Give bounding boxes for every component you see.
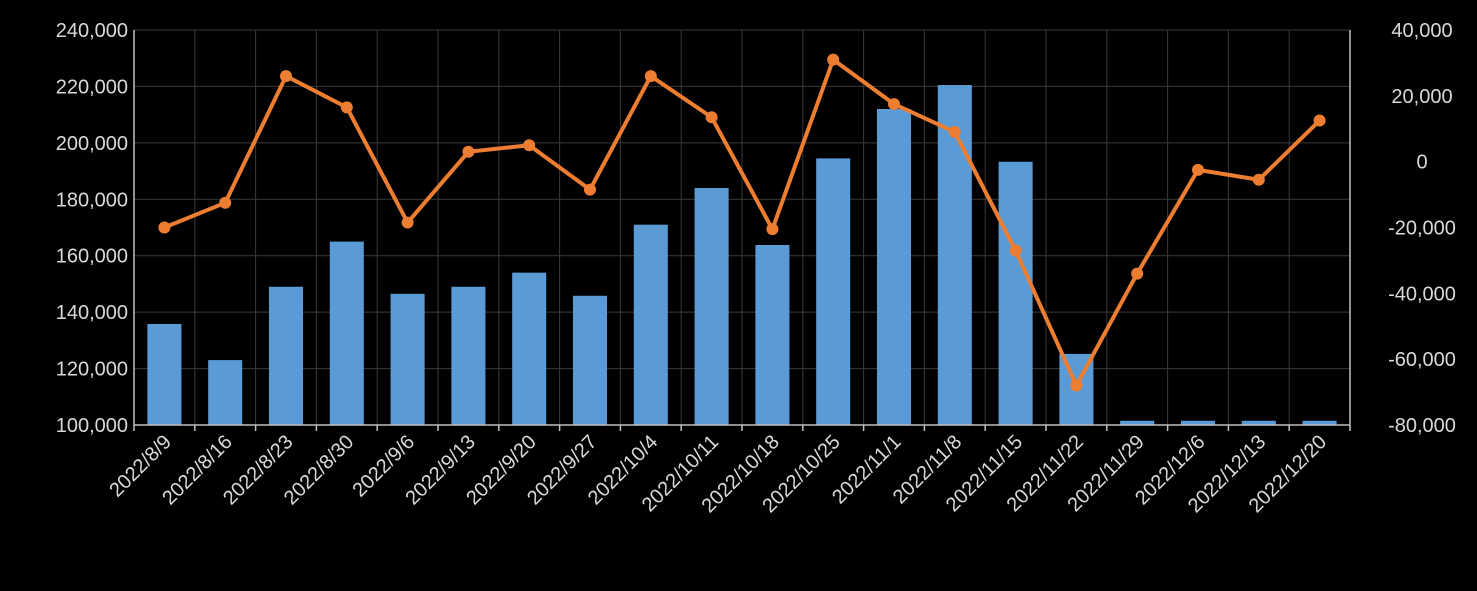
bar-series (147, 85, 1337, 426)
y-right-tick-label: -80,000 (1388, 415, 1456, 437)
bar (1120, 420, 1155, 425)
bar (147, 323, 182, 425)
line-point (1131, 267, 1144, 280)
y-left-tick-label: 100,000 (56, 415, 128, 437)
line-point (401, 216, 414, 229)
line-point (827, 53, 840, 66)
line-point (766, 223, 779, 236)
line-point (1252, 173, 1265, 186)
y-right-tick-label: 20,000 (1391, 86, 1452, 108)
bar (268, 286, 304, 425)
y-left-tick-label: 220,000 (56, 76, 128, 98)
bar (755, 244, 790, 425)
line-point (340, 101, 353, 114)
bar (451, 286, 486, 425)
line-point (1070, 379, 1083, 392)
line-point (523, 139, 536, 152)
line-series (158, 53, 1326, 392)
line-point (705, 111, 718, 124)
y-left-tick-label: 160,000 (56, 246, 128, 268)
right-y-axis-ticks: -80,000 -60,000 -40,000 -20,000 0 20,000 40,00… (1388, 20, 1456, 437)
line-point (584, 183, 596, 196)
gridlines (134, 29, 1351, 425)
y-left-tick-label: 200,000 (56, 133, 128, 155)
line-point (1192, 163, 1204, 176)
line-point (1009, 244, 1022, 257)
bar (876, 109, 912, 425)
bar (1180, 420, 1216, 425)
y-left-tick-label: 120,000 (56, 359, 128, 381)
y-right-tick-label: 40,000 (1391, 20, 1452, 42)
bar (1302, 420, 1337, 425)
bar (633, 224, 668, 425)
x-axis-ticks: 2022/8/92022/8/162022/8/232022/8/302022/… (105, 431, 1331, 517)
bar (208, 360, 243, 425)
bar (1241, 420, 1276, 425)
line-point (1313, 114, 1326, 127)
y-left-tick-label: 180,000 (56, 189, 128, 211)
bar (816, 158, 851, 425)
line-path (163, 57, 1321, 388)
y-right-tick-label: -40,000 (1388, 283, 1456, 305)
left-y-axis-ticks: 100,000 120,000 140,000 160,000 180,000 200,0… (56, 20, 128, 437)
bar (390, 293, 425, 425)
y-right-tick-label: -60,000 (1388, 349, 1456, 371)
bar (572, 295, 608, 425)
line-point (219, 196, 232, 209)
bar (512, 272, 547, 425)
y-right-tick-label: 0 (1416, 152, 1427, 174)
line-point (280, 70, 292, 83)
y-left-tick-label: 240,000 (56, 20, 128, 42)
y-right-tick-label: -20,000 (1388, 218, 1456, 240)
bar (998, 161, 1033, 425)
bar (694, 188, 729, 425)
line-point (888, 98, 900, 111)
line-point (644, 70, 657, 83)
line-point (948, 126, 961, 139)
y-left-tick-label: 140,000 (56, 302, 128, 324)
line-point (462, 145, 475, 158)
line-point (158, 221, 171, 234)
axes (133, 30, 1351, 431)
bar (329, 241, 364, 425)
bar (937, 85, 972, 426)
